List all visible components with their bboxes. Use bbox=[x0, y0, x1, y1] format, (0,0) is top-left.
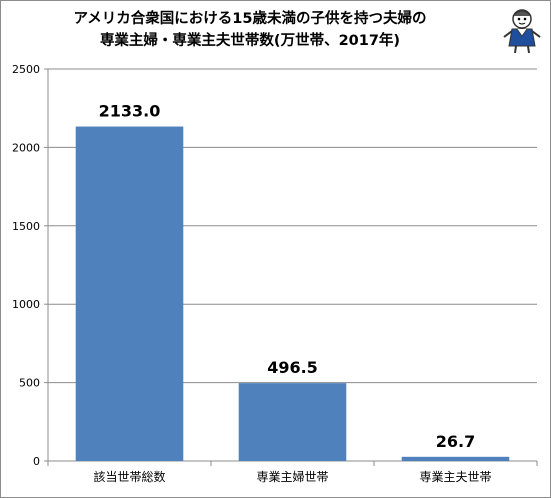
chart-title-line-2: 専業主婦・専業主夫世帯数(万世帯、2017年) bbox=[99, 33, 401, 49]
x-category-label: 専業主夫世帯 bbox=[419, 470, 491, 484]
bar bbox=[75, 126, 184, 462]
bar bbox=[401, 456, 510, 461]
y-tick-label: 2500 bbox=[12, 63, 40, 76]
y-tick-label: 1000 bbox=[12, 298, 40, 311]
y-tick-label: 2000 bbox=[12, 141, 40, 154]
x-category-label: 該当世帯総数 bbox=[93, 469, 165, 484]
chart-title-line-1: アメリカ合衆国における15歳未満の子供を持つ夫婦の bbox=[73, 11, 427, 27]
bar-data-label: 26.7 bbox=[436, 432, 475, 451]
x-category-label: 専業主婦世帯 bbox=[256, 469, 328, 484]
bar bbox=[238, 383, 347, 461]
chart-title: アメリカ合衆国における15歳未満の子供を持つ夫婦の 専業主婦・専業主夫世帯数(万… bbox=[40, 8, 460, 52]
bar-data-label: 2133.0 bbox=[99, 102, 161, 121]
y-tick-label: 1500 bbox=[12, 220, 40, 233]
mascot-character-icon bbox=[503, 9, 541, 54]
bar-data-label: 496.5 bbox=[267, 358, 318, 377]
y-tick-label: 0 bbox=[33, 455, 40, 468]
y-tick-label: 500 bbox=[19, 377, 40, 390]
